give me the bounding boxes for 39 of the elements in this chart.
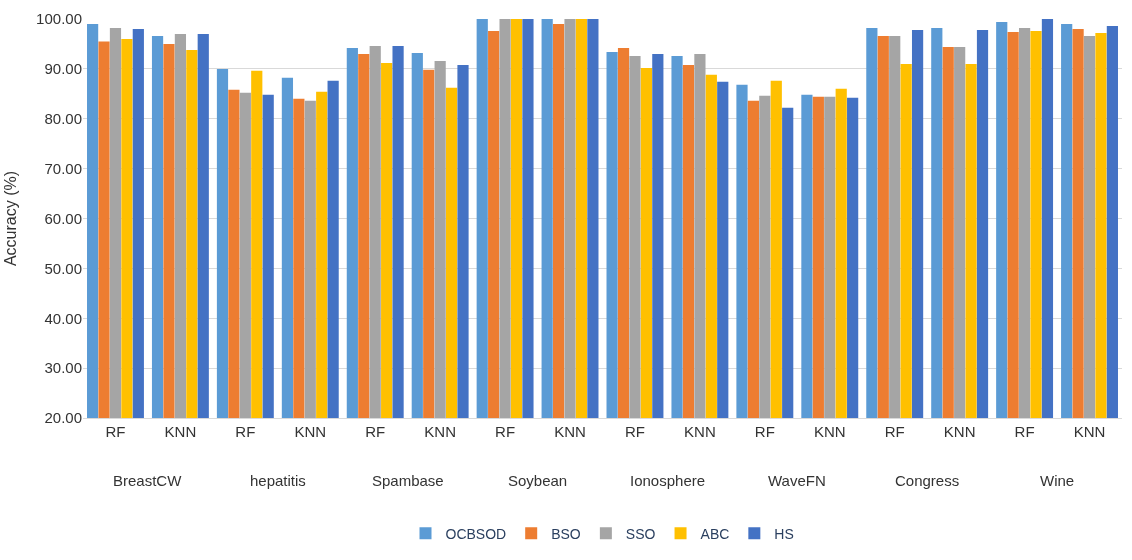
x-tick-label: KNN <box>424 423 456 440</box>
y-tick-label: 20.00 <box>44 409 82 427</box>
x-tick-label: RF <box>754 423 775 440</box>
text: Spambase <box>372 472 444 489</box>
x-tick-label: RF <box>365 423 386 440</box>
y-tick-label: 60.00 <box>44 209 82 227</box>
legend-label: BSO <box>551 525 581 542</box>
legend-label: SSO <box>625 525 656 542</box>
x-tick-label: KNN <box>1073 423 1106 440</box>
legend-label: OCBSOD <box>445 525 507 542</box>
text: hepatitis <box>250 472 306 489</box>
text: Soybean <box>508 472 568 489</box>
y-tick-label: 30.00 <box>44 359 82 377</box>
y-tick-label: 100.00 <box>36 10 82 28</box>
x-tick-label: RF <box>105 423 126 440</box>
text: Congress <box>895 472 960 489</box>
text: BreastCW <box>113 472 183 489</box>
x-tick-label: KNN <box>294 423 327 440</box>
y-tick-label: 40.00 <box>44 309 82 327</box>
x-tick-label: KNN <box>813 423 846 440</box>
x-tick-label: KNN <box>684 423 716 440</box>
y-tick-label: 70.00 <box>44 159 82 177</box>
y-axis-title: Accuracy (%) <box>2 170 20 267</box>
text: WaveFN <box>768 472 826 489</box>
x-tick-label: RF <box>624 423 645 440</box>
legend-label: ABC <box>700 525 730 542</box>
x-tick-label: RF <box>495 423 516 440</box>
y-tick-label: 90.00 <box>44 60 82 78</box>
text: Wine <box>1040 472 1075 489</box>
legend-label: HS <box>774 525 794 542</box>
text: Ionosphere <box>630 472 706 489</box>
x-tick-label: KNN <box>164 423 197 440</box>
x-tick-label: KNN <box>943 423 976 440</box>
x-tick-label: KNN <box>554 423 586 440</box>
x-tick-label: RF <box>1014 423 1035 440</box>
y-tick-label: 50.00 <box>44 259 82 277</box>
y-tick-label: 80.00 <box>44 110 82 127</box>
x-tick-label: RF <box>235 423 256 440</box>
x-tick-label: RF <box>884 423 905 440</box>
